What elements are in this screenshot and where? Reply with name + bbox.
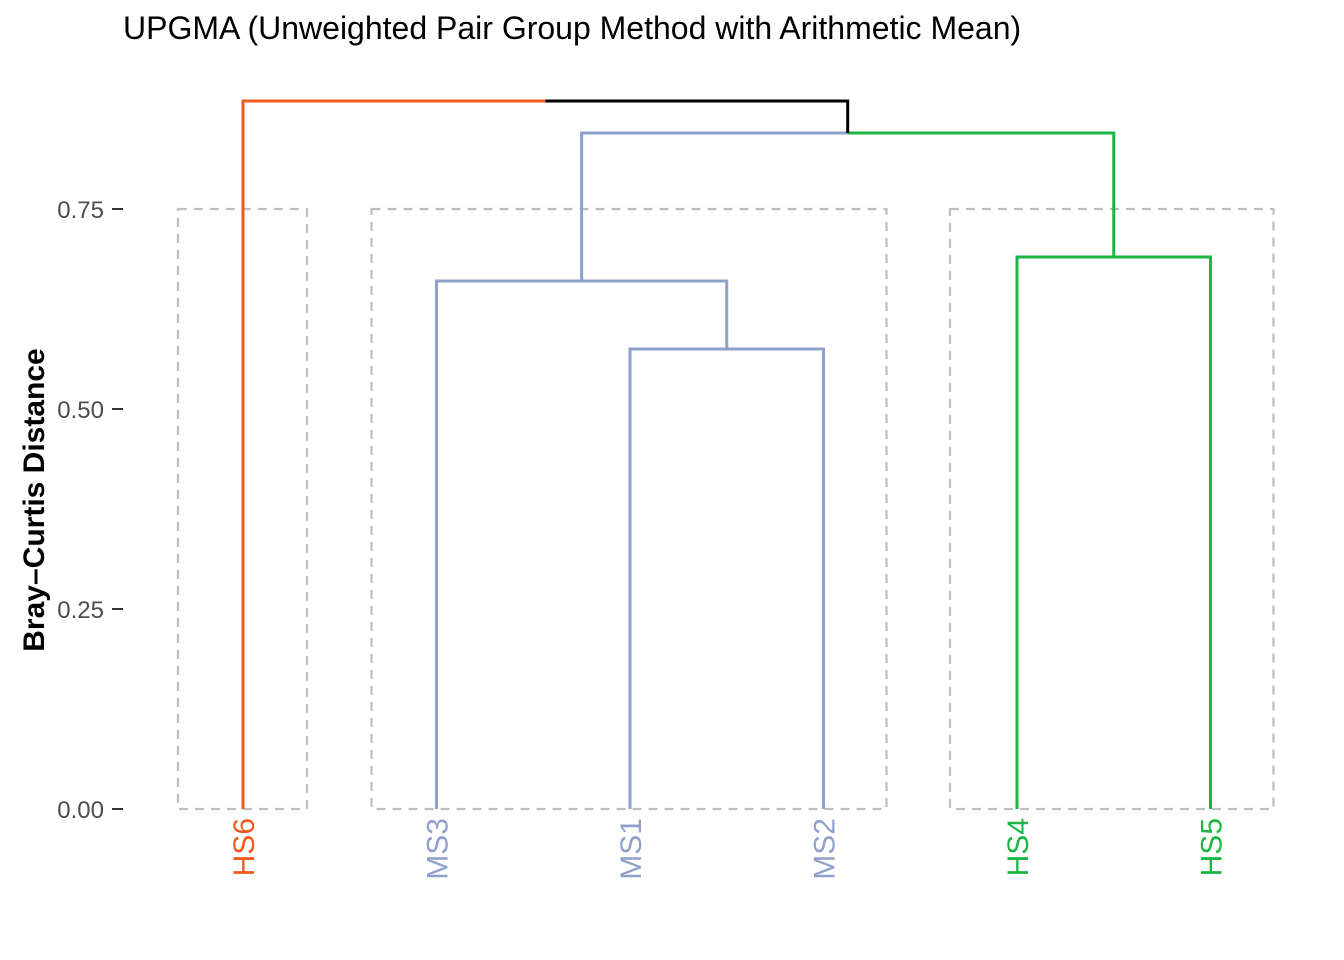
- y-tick-label: 0.00: [57, 797, 104, 824]
- leaf-label: HS4: [1002, 818, 1035, 876]
- chart-title: UPGMA (Unweighted Pair Group Method with…: [123, 10, 1022, 46]
- leaf-label: MS3: [422, 818, 455, 880]
- y-tick-label: 0.75: [57, 197, 104, 224]
- leaf-label: HS6: [228, 818, 261, 876]
- leaf-label: MS1: [615, 818, 648, 880]
- y-tick-label: 0.25: [57, 597, 104, 624]
- y-tick-label: 0.50: [57, 397, 104, 424]
- cluster-box: [370, 207, 888, 811]
- cluster-box: [948, 207, 1275, 811]
- leaf-label: HS5: [1196, 818, 1229, 876]
- leaf-label: MS2: [809, 818, 842, 880]
- y-axis-title: Bray–Curtis Distance: [18, 348, 51, 651]
